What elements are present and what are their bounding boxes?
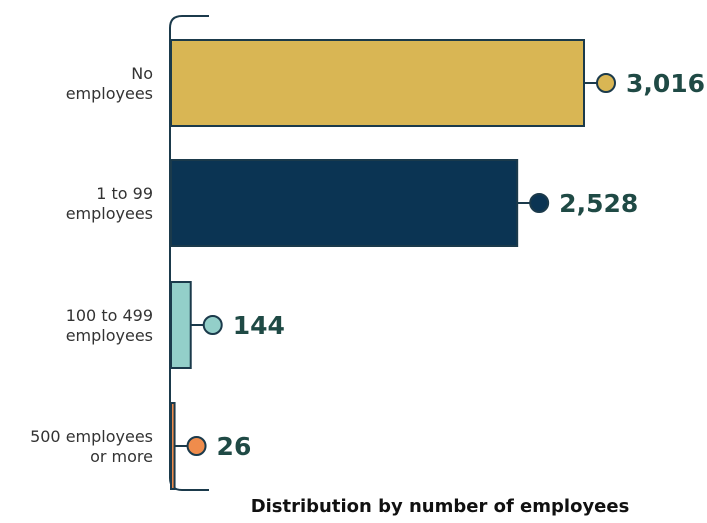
value-label-0: 3,016 — [626, 69, 705, 98]
axis-bracket — [169, 15, 209, 491]
category-label-2: 100 to 499 employees — [66, 306, 153, 345]
bar-marker-0 — [596, 73, 616, 93]
bar-0 — [170, 39, 585, 127]
category-label-1: 1 to 99 employees — [66, 184, 153, 223]
category-label-3: 500 employees or more — [30, 427, 153, 466]
value-label-2: 144 — [233, 311, 285, 340]
value-label-1: 2,528 — [559, 189, 638, 218]
bar-1 — [170, 159, 519, 247]
category-label-0: No employees — [66, 64, 153, 103]
bar-3 — [170, 402, 176, 490]
bar-marker-2 — [202, 315, 223, 335]
bar-marker-1 — [529, 193, 550, 213]
bar-2 — [170, 281, 192, 369]
value-label-3: 26 — [217, 432, 252, 461]
bar-marker-3 — [186, 436, 207, 456]
x-axis-title: Distribution by number of employees — [251, 496, 630, 517]
